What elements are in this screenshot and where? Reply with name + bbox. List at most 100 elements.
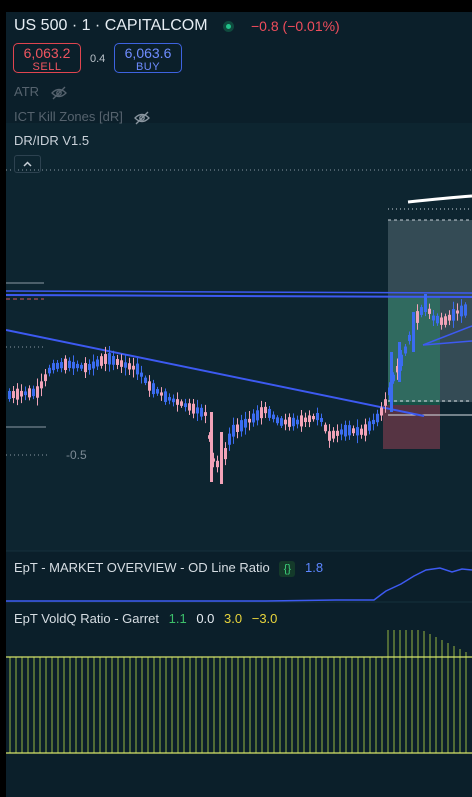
candle-body	[276, 417, 279, 424]
trendline[interactable]	[6, 329, 425, 417]
candle-body	[388, 387, 391, 396]
candle-body	[52, 363, 55, 371]
candle-body	[152, 383, 155, 395]
candle-body	[148, 381, 151, 391]
symbol-title[interactable]: US 500 · 1 · CAPITALCOM	[14, 17, 208, 34]
candle-body	[24, 391, 27, 396]
annotation-stroke	[407, 194, 472, 204]
eye-off-icon[interactable]	[134, 111, 151, 125]
indicator-ict[interactable]: ICT Kill Zones [dR]	[14, 109, 151, 125]
candle-body	[80, 364, 83, 369]
candle-body	[112, 356, 115, 365]
candle-body	[192, 403, 195, 414]
eye-off-icon[interactable]	[50, 86, 67, 100]
candle-body	[288, 417, 291, 427]
candle-body	[428, 308, 431, 314]
candle-body	[216, 460, 219, 468]
market-open-icon	[223, 21, 234, 32]
buy-price: 6,063.6	[124, 45, 172, 61]
sell-label: SELL	[32, 61, 62, 73]
candle-body	[444, 316, 447, 325]
candle-body	[168, 397, 171, 401]
candle-body	[296, 419, 299, 425]
candle-body	[188, 403, 191, 411]
candle-body	[390, 352, 393, 412]
sell-button[interactable]: 6,063.2 SELL	[13, 43, 81, 73]
candle-body	[32, 388, 35, 397]
candle-body	[12, 391, 15, 399]
indicator-atr[interactable]: ATR	[14, 84, 67, 100]
candle-body	[404, 346, 407, 354]
candle-body	[300, 415, 303, 427]
candle-body	[128, 363, 131, 370]
candle-body	[232, 424, 235, 437]
trendline[interactable]	[6, 290, 472, 294]
candle-body	[304, 417, 307, 423]
candle-body	[164, 391, 167, 402]
collapse-button[interactable]	[14, 155, 41, 173]
price-pane-bg	[6, 123, 472, 551]
candle-body	[348, 425, 351, 436]
price-change: −0.8 (−0.01%)	[251, 18, 340, 34]
candle-body	[316, 412, 319, 421]
trendline[interactable]	[422, 340, 472, 346]
candle-body	[392, 374, 395, 382]
buy-label: BUY	[135, 61, 161, 73]
candle-body	[352, 428, 355, 434]
candle-body	[416, 311, 419, 323]
candle-body	[260, 407, 263, 419]
chevron-up-icon	[23, 161, 32, 167]
voldq-legend[interactable]: EpT VoldQ Ratio - Garret 1.1 0.0 3.0 −3.…	[14, 611, 277, 626]
candle-body	[220, 432, 223, 484]
market-overview-legend[interactable]: EpT - MARKET OVERVIEW - OD Line Ratio {}…	[14, 560, 323, 577]
candle-body	[436, 315, 439, 324]
candle-body	[210, 412, 213, 482]
candle-body	[36, 386, 39, 398]
source-code-icon[interactable]: {}	[279, 561, 296, 577]
candle-body	[180, 401, 183, 406]
candle-body	[280, 418, 283, 426]
candle-body	[196, 407, 199, 414]
candle-body	[432, 315, 435, 321]
candle-body	[376, 413, 379, 423]
candle-body	[248, 418, 251, 423]
candle-body	[328, 431, 331, 441]
spread-value: 0.4	[90, 53, 106, 65]
candle-body	[356, 427, 359, 436]
candle-body	[424, 294, 427, 312]
candle-body	[160, 392, 163, 396]
candle-body	[452, 309, 455, 321]
candle-body	[324, 424, 327, 432]
candle-body	[244, 418, 247, 428]
candle-body	[116, 359, 119, 365]
candle-body	[464, 304, 467, 316]
candle-body	[320, 418, 323, 422]
trendline[interactable]	[422, 325, 472, 346]
candle-body	[396, 366, 399, 373]
level-label: -0.5	[66, 448, 87, 462]
candle-body	[208, 435, 211, 439]
price-chart[interactable]	[6, 12, 472, 797]
candle-body	[398, 342, 401, 382]
chart-frame[interactable]: US 500 · 1 · CAPITALCOM −0.8 (−0.01%) 6,…	[6, 12, 472, 797]
candle-body	[204, 412, 207, 416]
voldq-value-3: 3.0	[224, 611, 243, 626]
candle-body	[312, 416, 315, 420]
trendline[interactable]	[6, 294, 472, 298]
candle-body	[448, 314, 451, 321]
candle-body	[292, 417, 295, 427]
candle-body	[64, 358, 67, 371]
candle-body	[368, 421, 371, 431]
candle-body	[272, 414, 275, 420]
sell-price: 6,063.2	[23, 45, 71, 61]
candle-body	[20, 390, 23, 397]
candle-body	[96, 359, 99, 367]
candle-body	[440, 317, 443, 325]
candle-body	[136, 363, 139, 375]
indicator-dr-idr[interactable]: DR/IDR V1.5	[14, 133, 90, 148]
candle-body	[8, 390, 11, 400]
buy-button[interactable]: 6,063.6 BUY	[114, 43, 182, 73]
candle-body	[56, 362, 59, 369]
candle-body	[132, 365, 135, 370]
candle-body	[384, 399, 387, 406]
